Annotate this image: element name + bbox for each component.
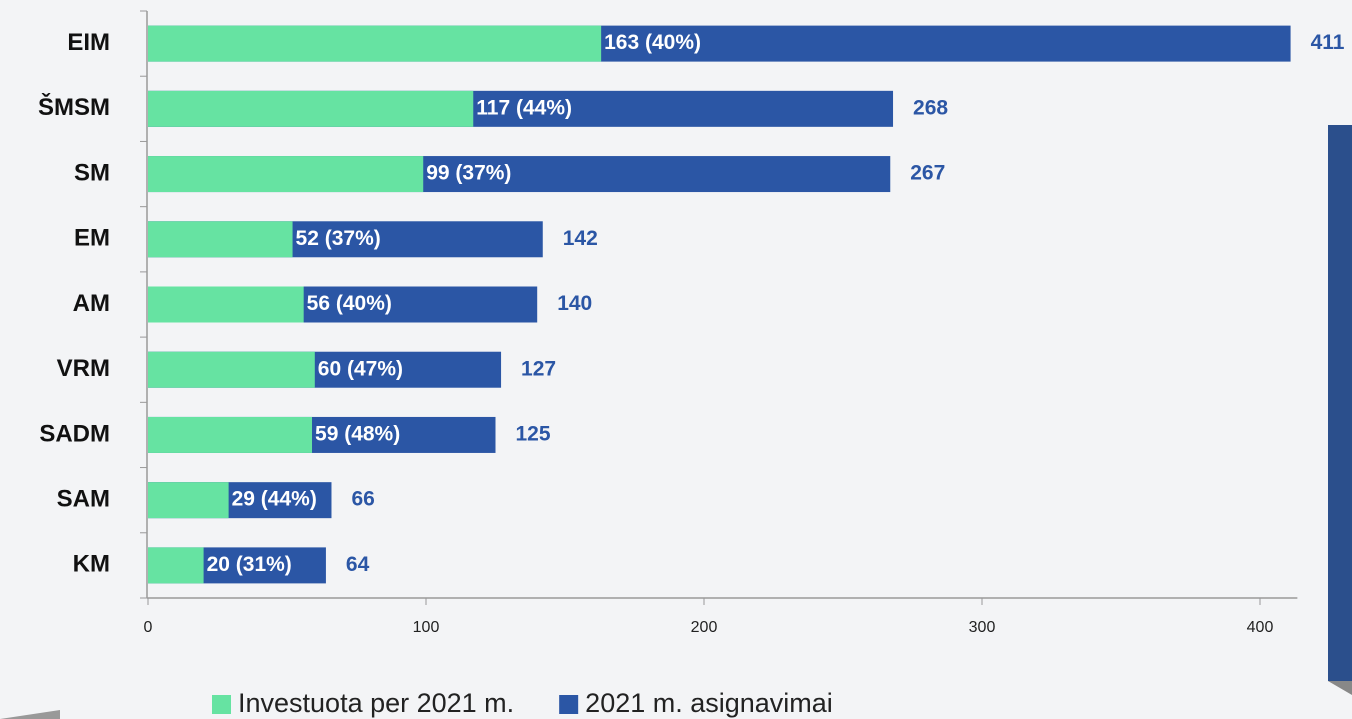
total-label: 66 bbox=[351, 488, 374, 511]
decoration bbox=[1328, 681, 1352, 695]
bar bbox=[148, 286, 304, 323]
category-label: SADM bbox=[39, 420, 110, 447]
value-label: 52 (37%) bbox=[296, 227, 381, 250]
total-label: 125 bbox=[516, 422, 551, 445]
total-label: 267 bbox=[910, 162, 945, 185]
bar bbox=[148, 351, 315, 388]
category-label: SM bbox=[74, 159, 110, 186]
value-label: 20 (31%) bbox=[207, 553, 292, 576]
total-label: 64 bbox=[346, 553, 370, 576]
total-label: 142 bbox=[563, 227, 598, 250]
total-label: 411 bbox=[1311, 31, 1345, 54]
category-label: ŠMSM bbox=[38, 93, 110, 121]
total-label: 140 bbox=[557, 292, 592, 315]
bar bbox=[148, 416, 313, 453]
x-tick-label: 400 bbox=[1247, 619, 1274, 636]
category-label: SAM bbox=[57, 486, 110, 513]
category-label: VRM bbox=[57, 355, 110, 382]
value-label: 99 (37%) bbox=[426, 162, 511, 185]
bar bbox=[148, 221, 293, 258]
category-label: EM bbox=[74, 225, 110, 252]
legend-label: Investuota per 2021 m. bbox=[238, 688, 514, 718]
bar bbox=[148, 482, 229, 519]
legend-swatch bbox=[559, 695, 579, 714]
x-tick-label: 0 bbox=[144, 619, 153, 636]
bar bbox=[148, 156, 424, 193]
category-label: KM bbox=[73, 551, 110, 578]
category-label: AM bbox=[73, 290, 110, 317]
value-label: 59 (48%) bbox=[315, 422, 400, 445]
x-tick-label: 200 bbox=[691, 619, 718, 636]
category-label: EIM bbox=[67, 29, 110, 56]
legend-swatch bbox=[212, 695, 231, 714]
decoration bbox=[0, 710, 60, 719]
bar bbox=[148, 90, 474, 127]
value-label: 56 (40%) bbox=[307, 292, 392, 315]
bar bbox=[148, 547, 204, 584]
bar bbox=[148, 25, 602, 62]
total-label: 268 bbox=[913, 96, 948, 119]
value-label: 163 (40%) bbox=[604, 31, 701, 54]
x-tick-label: 300 bbox=[969, 619, 996, 636]
value-label: 60 (47%) bbox=[318, 357, 403, 380]
legend-label: 2021 m. asignavimai bbox=[585, 688, 833, 718]
decoration bbox=[1328, 125, 1352, 681]
value-label: 117 (44%) bbox=[476, 96, 572, 119]
value-label: 29 (44%) bbox=[232, 488, 317, 511]
x-tick-label: 100 bbox=[413, 619, 440, 636]
total-label: 127 bbox=[521, 357, 556, 380]
